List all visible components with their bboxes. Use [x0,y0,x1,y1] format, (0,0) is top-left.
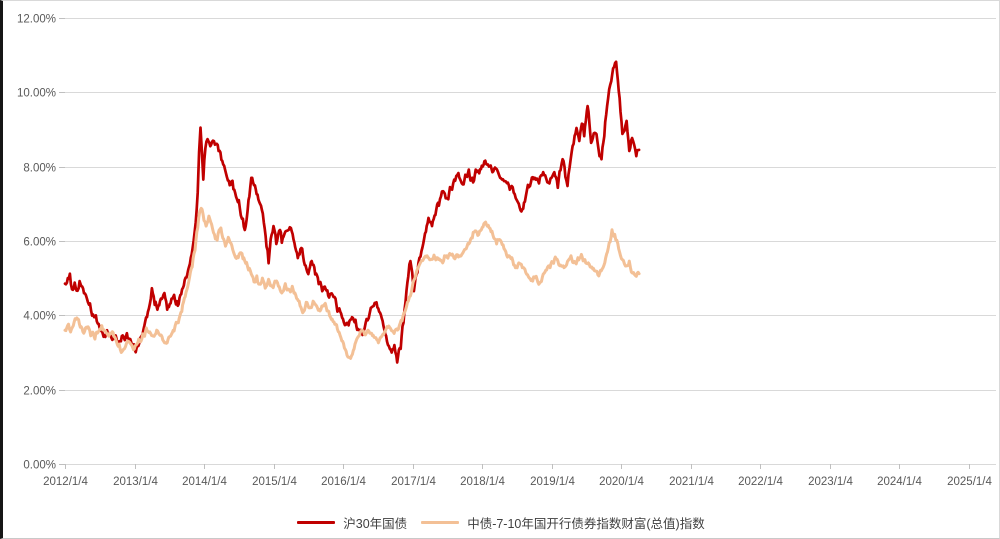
legend-swatch-red-line [297,520,336,524]
x-axis-label: 2017/1/4 [391,476,436,488]
x-axis-label: 2024/1/4 [877,476,922,488]
y-axis-label: 4.00% [23,311,56,323]
y-axis-ticks [59,18,65,465]
x-axis-label: 2015/1/4 [252,476,297,488]
x-axis-label: 2025/1/4 [947,476,992,488]
x-axis-label: 2019/1/4 [530,476,575,488]
x-axis-labels: 2012/1/4 2013/1/4 2014/1/4 2015/1/4 2016/1/4… [43,476,992,488]
x-axis-label: 2018/1/4 [460,476,505,488]
legend-swatch-peach-line [421,520,460,524]
legend: 沪30年国债 中债-7-10年国开行债券指数财富(总值)指数 [3,511,999,533]
y-axis-label: 8.00% [23,163,56,175]
x-axis-label: 2014/1/4 [182,476,227,488]
legend-item-cdb7-10y: 中债-7-10年国开行债券指数财富(总值)指数 [421,513,705,532]
x-axis-label: 2021/1/4 [669,476,714,488]
x-axis-label: 2022/1/4 [738,476,783,488]
y-axis-label: 6.00% [23,237,56,249]
x-axis-label: 2013/1/4 [113,476,158,488]
legend-label-hu30y: 沪30年国债 [343,516,408,531]
series-line-1 [63,206,641,360]
gridlines [65,18,996,465]
x-axis-label: 2012/1/4 [43,476,88,488]
x-axis-label: 2020/1/4 [599,476,644,488]
x-axis-label: 2016/1/4 [321,476,366,488]
series-line-0 [63,60,641,364]
y-axis-label: 12.00% [17,14,56,26]
legend-item-hu30y: 沪30年国债 [297,513,407,532]
y-axis-label: 2.00% [23,386,56,398]
x-axis-ticks [65,464,970,469]
data-series [63,60,641,364]
y-axis-label: 10.00% [17,88,56,100]
legend-label-cdb7-10y: 中债-7-10年国开行债券指数财富(总值)指数 [467,516,705,531]
y-axis-labels: 0.00% 2.00% 4.00% 6.00% 8.00% 10.00% 12.00% [17,14,56,472]
x-axis-label: 2023/1/4 [808,476,853,488]
line-chart: 0.00% 2.00% 4.00% 6.00% 8.00% 10.00% 12.00% 20… [17,14,996,488]
y-axis-label: 0.00% [23,460,56,472]
